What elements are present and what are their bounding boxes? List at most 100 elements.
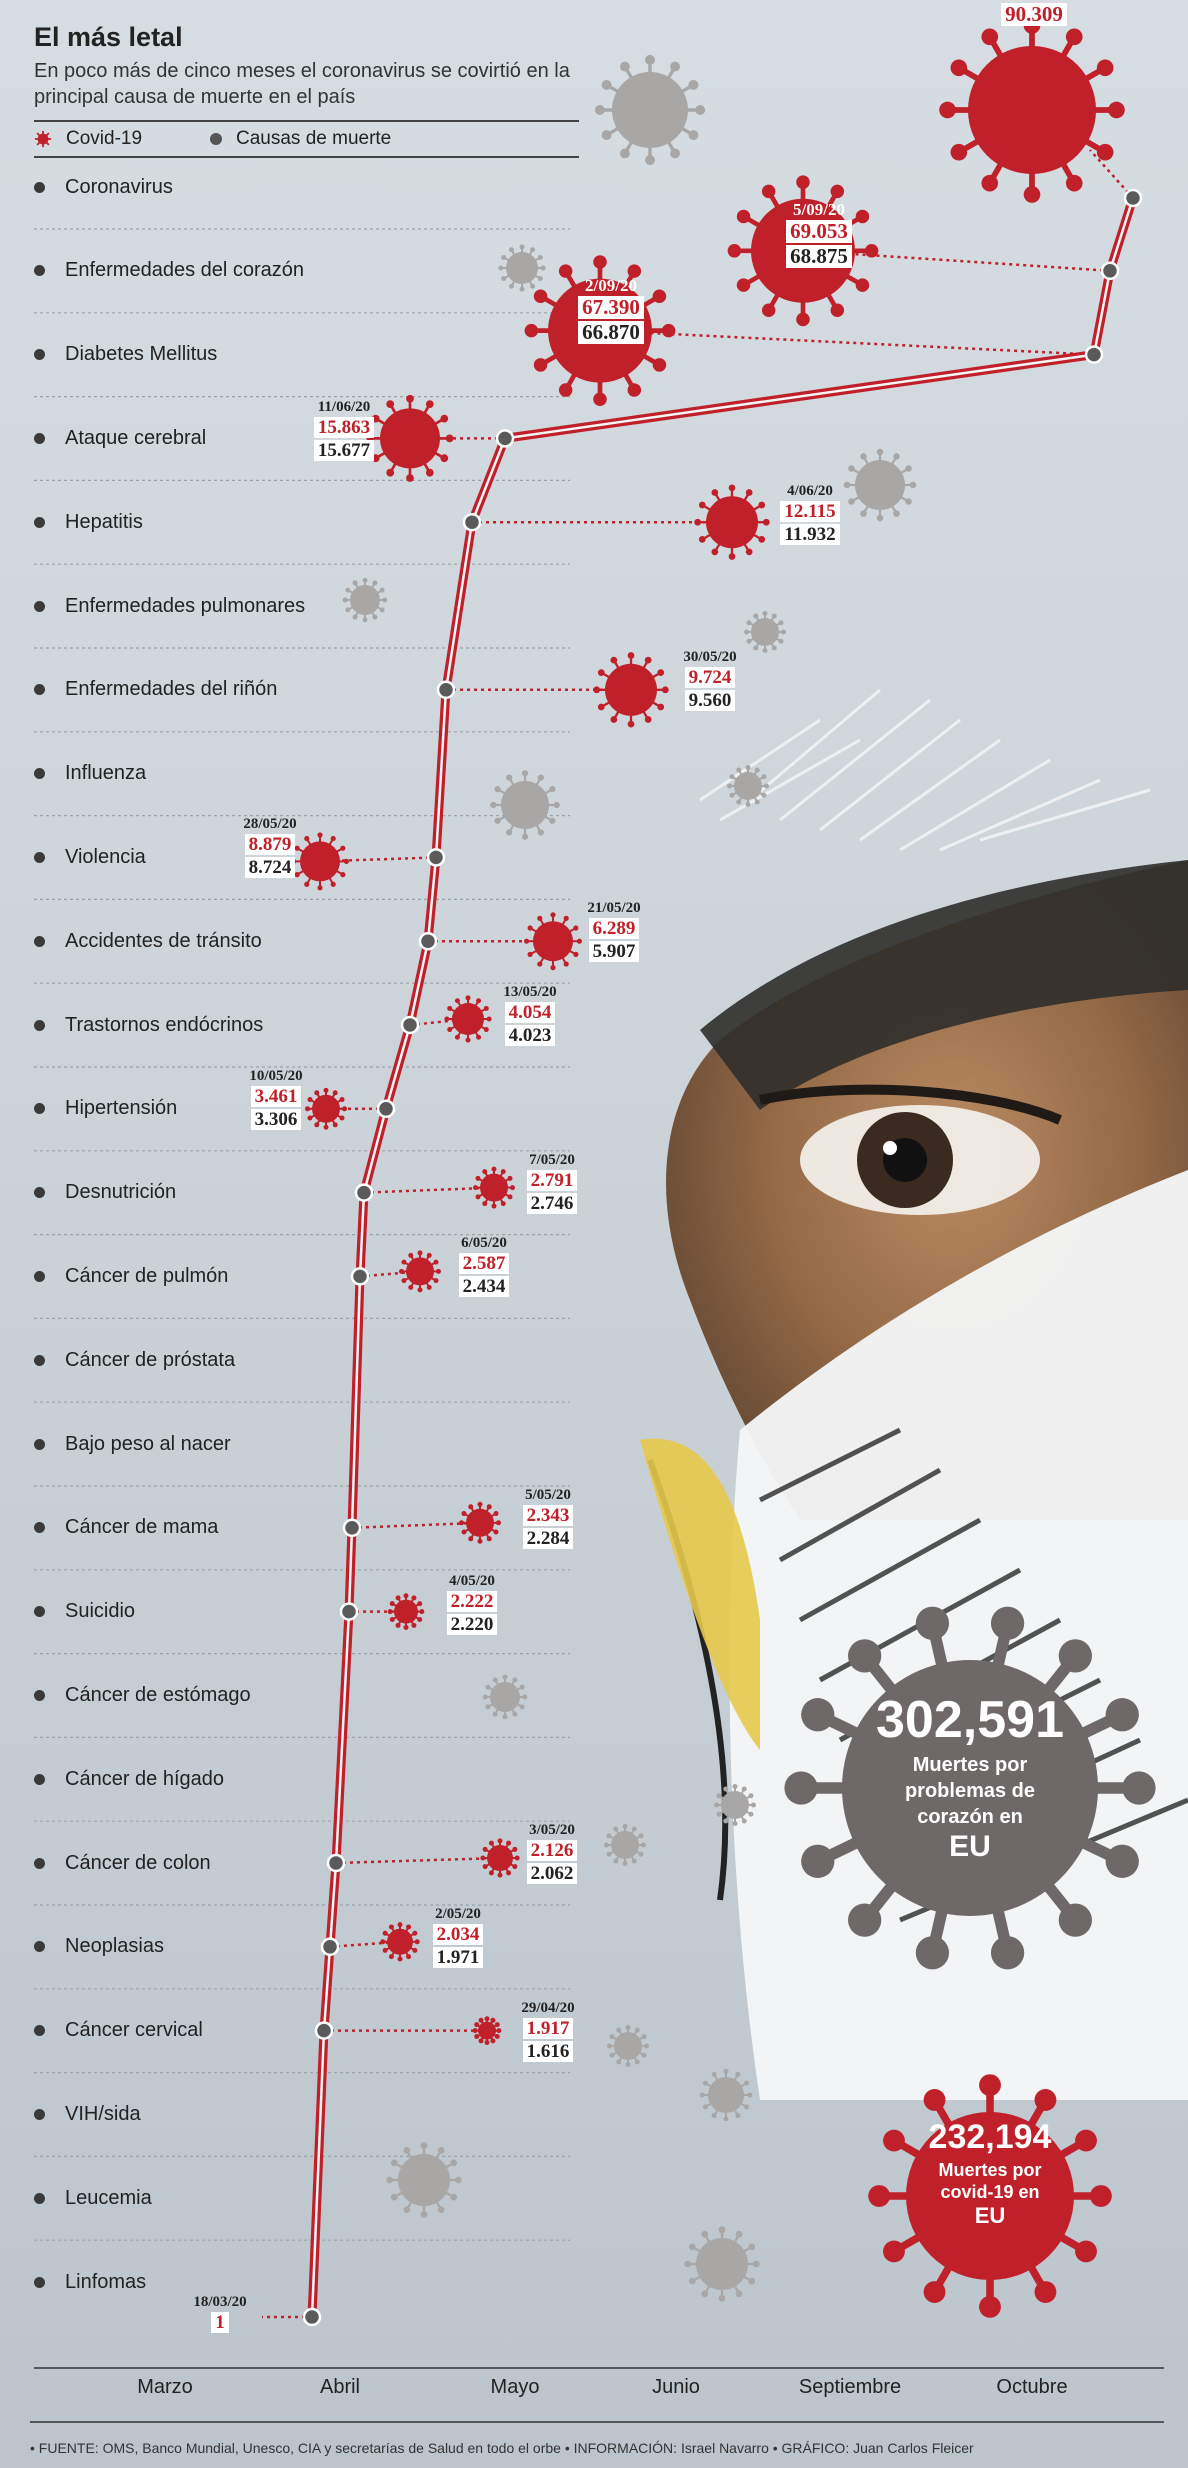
point-covid-value: 15.863	[313, 417, 375, 439]
point-date: 11/06/20	[317, 399, 371, 416]
point-cause-value: 2.220	[446, 1613, 498, 1635]
month-tick-label: Octubre	[996, 2376, 1068, 2398]
cause-bullet	[34, 432, 45, 444]
stat-virus-badges	[784, 1606, 1156, 2318]
cause-label: Suicidio	[65, 1600, 136, 1623]
point-date: 28/05/20	[243, 816, 297, 833]
data-point	[495, 429, 515, 448]
cause-bullet	[34, 1689, 45, 1701]
cause-bullet	[34, 1522, 45, 1534]
covid-virus-icon	[459, 1501, 501, 1544]
data-point	[376, 1099, 396, 1119]
months-axis: Marzo Abril Mayo Junio Septiembre Octubre	[34, 2370, 1164, 2410]
point-covid-value: 2.791	[526, 1169, 578, 1191]
cause-label: Accidentes de tránsito	[65, 929, 262, 952]
point-connector	[319, 856, 437, 863]
legend-causes-label: Causas de muerte	[236, 128, 392, 149]
cause-bullet	[34, 1438, 45, 1450]
cause-label: Enfermedades del corazón	[65, 259, 305, 282]
point-label: 7/05/20 2.791 2.746	[512, 1152, 592, 1214]
cause-bullet	[34, 600, 45, 612]
point-covid-value: 9.724	[684, 666, 736, 688]
point-cause-value: 68.875	[786, 244, 852, 268]
point-cause-value: 2.284	[522, 1527, 574, 1549]
point-label: 3/05/20 2.126 2.062	[512, 1823, 592, 1884]
cause-label: Cáncer de hígado	[65, 1767, 225, 1790]
page-title: El más letal	[34, 22, 183, 52]
cause-label: Desnutrición	[65, 1181, 177, 1204]
point-label: 29/04/20 1.917 1.616	[508, 2000, 588, 2062]
covid-virus-icon	[305, 1087, 347, 1130]
cause-label: Neoplasias	[65, 1935, 164, 1958]
cause-row: Cáncer de próstata	[34, 1345, 235, 1375]
covid-trend-line	[307, 196, 1138, 2318]
point-covid-value: 69.053	[786, 219, 852, 243]
cause-label: Leucemia	[65, 2186, 152, 2209]
virus-icon	[490, 770, 560, 840]
point-cause-value: 5.907	[588, 941, 640, 963]
point-date: 5/09/20	[793, 199, 845, 219]
cause-label: Cáncer de estómago	[65, 1683, 251, 1706]
cause-row: Violencia	[34, 842, 146, 872]
covid-virus-icon	[444, 995, 492, 1043]
cause-row: Accidentes de tránsito	[34, 926, 262, 956]
covid-virus-icon	[399, 1250, 441, 1293]
cause-label: VIH/sida	[65, 2102, 141, 2125]
point-covid-value: 8.879	[244, 834, 296, 856]
header-rule-top	[34, 120, 579, 122]
header-rule-bottom	[34, 156, 579, 158]
data-point	[350, 1267, 370, 1286]
point-date: 10/05/20	[249, 1067, 303, 1084]
month-tick-label: Mayo	[490, 2376, 540, 2398]
cause-row: Suicidio	[34, 1597, 135, 1627]
legend-causes: Causas de muerte	[210, 124, 391, 154]
cause-label: Hepatitis	[65, 510, 143, 533]
cause-row: VIH/sida	[34, 2099, 141, 2129]
cause-bullet	[34, 684, 45, 696]
point-label: 10/05/20 3.461 3.306	[236, 1067, 316, 1130]
point-connector	[599, 329, 1095, 356]
cause-label: Violencia	[65, 845, 146, 868]
cause-label: Coronavirus	[65, 175, 173, 198]
data-point	[400, 1015, 420, 1035]
cause-bullet	[34, 768, 45, 780]
stat-covid: 232,194 Muertes por covid-19 en EU	[898, 2118, 1082, 2229]
virus-icon	[607, 2025, 649, 2067]
point-connector	[363, 1186, 495, 1194]
virus-icon	[843, 448, 917, 522]
stat-covid-text: Muertes por covid-19 en	[938, 2160, 1042, 2202]
cause-row: Enfermedades del corazón	[34, 256, 304, 286]
cause-row: Neoplasias	[34, 1932, 164, 1962]
point-label: 11/06/20 15.863 15.677	[304, 399, 384, 462]
cause-label: Cáncer de colon	[65, 1851, 211, 1874]
footer-credits: • FUENTE: OMS, Banco Mundial, Unesco, CI…	[30, 2440, 974, 2456]
covid-virus-icon	[694, 484, 770, 560]
cause-label: Cáncer de pulmón	[65, 1264, 229, 1287]
point-date: 3/05/20	[529, 1822, 575, 1838]
stat-heart-text: Muertes por problemas de corazón en	[904, 1754, 1036, 1828]
point-label: 29/10/20 90.309	[964, 0, 1104, 26]
point-covid-value: 2.587	[458, 1253, 510, 1275]
point-cause-value: 9.560	[684, 689, 736, 711]
month-tick-label: Junio	[652, 2376, 700, 2398]
point-covid-value: 1.917	[522, 2017, 574, 2039]
covid-virus-icon	[524, 912, 583, 971]
point-covid-value: 4.054	[504, 1002, 556, 1023]
point-cause-value: 2.062	[526, 1863, 578, 1884]
cause-row: Cáncer cervical	[34, 2016, 203, 2046]
virus-icon	[699, 2068, 753, 2122]
covid-stat-virus-icon	[868, 2074, 1112, 2318]
cause-bullet	[34, 2025, 45, 2037]
stat-heart: 302,591 Muertes por problemas de corazón…	[820, 1690, 1120, 1864]
point-cause-value: 2.746	[526, 1192, 578, 1214]
point-date: 29/10/20	[964, 0, 1104, 1]
data-point	[426, 848, 446, 867]
masked-face-illustration	[640, 688, 1188, 2100]
point-cause-value: 66.870	[578, 320, 644, 344]
point-date: 2/05/20	[435, 1905, 481, 1922]
virus-icon	[386, 2142, 462, 2218]
cause-bullet	[34, 265, 45, 277]
point-covid-value: 2.126	[526, 1840, 578, 1861]
covid-virus-icon	[593, 652, 669, 728]
month-tick-label: Abril	[319, 2376, 361, 2398]
